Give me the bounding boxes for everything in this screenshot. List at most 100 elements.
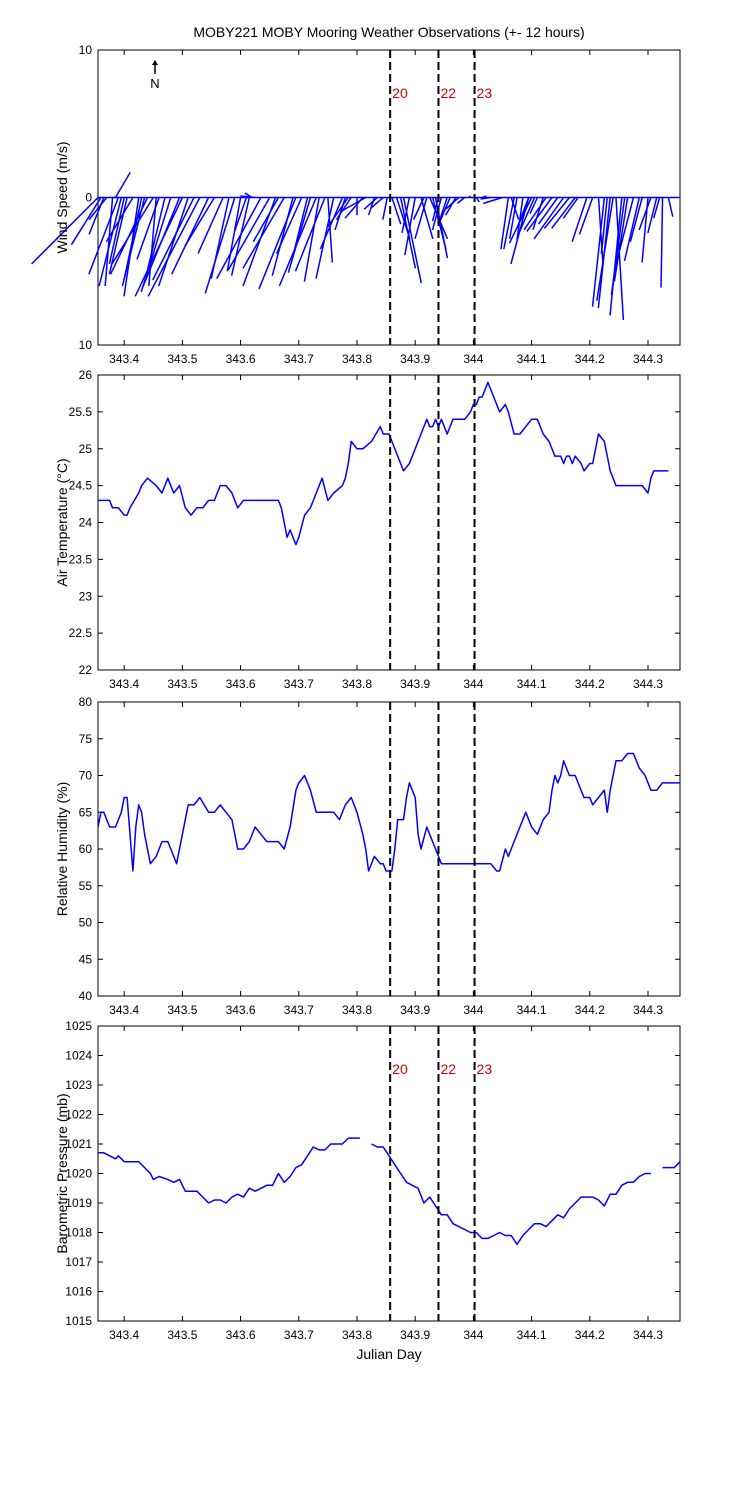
x-tick-label: 343.7: [284, 352, 314, 366]
wind-vector: [370, 196, 384, 209]
wind-vector: [391, 197, 402, 225]
y-tick-label: 55: [79, 879, 93, 893]
wind-vector: [613, 197, 629, 282]
wind-vector: [226, 197, 242, 272]
figure-title: MOBY221 MOBY Mooring Weather Observation…: [193, 24, 585, 40]
x-tick-label: 343.8: [342, 1328, 372, 1342]
wind-vector: [31, 196, 99, 265]
wind-vector: [111, 197, 154, 265]
wind-vector: [287, 197, 312, 273]
wind-vector: [319, 197, 344, 250]
wind-vector: [412, 197, 425, 220]
wind-vector: [382, 197, 388, 220]
wind-vector: [363, 196, 378, 210]
wind-vector: [258, 197, 297, 290]
x-tick-label: 343.6: [226, 352, 256, 366]
x-tick-label: 344.1: [517, 352, 547, 366]
x-tick-label: 344: [463, 352, 483, 366]
y-tick-label: 1020: [65, 1167, 92, 1181]
panel-3: [97, 701, 681, 997]
wind-vector: [294, 197, 326, 272]
wind-vector: [108, 197, 125, 265]
x-tick-label: 343.5: [167, 1328, 197, 1342]
x-tick-label: 343.9: [400, 352, 430, 366]
wind-vector: [227, 197, 271, 271]
wind-vector: [271, 197, 294, 276]
y-tick-label: 70: [79, 769, 93, 783]
wind-vector: [197, 197, 224, 254]
wind-vector: [105, 197, 134, 243]
wind-vector: [335, 197, 352, 221]
wind-vector: [629, 197, 643, 242]
wind-vector: [184, 197, 216, 247]
wind-vector: [623, 197, 640, 262]
x-tick-label: 343.9: [400, 1328, 430, 1342]
wind-vector: [404, 197, 416, 256]
wind-vector: [508, 197, 518, 239]
y-tick-label: 65: [79, 805, 93, 819]
event-marker-label: 23: [477, 1061, 493, 1077]
wind-vector: [216, 197, 262, 279]
x-tick-label: 343.4: [109, 352, 139, 366]
wind-vector: [500, 197, 510, 250]
wind-vector: [88, 197, 120, 275]
x-tick-label: 343.9: [400, 677, 430, 691]
event-marker-label: 22: [440, 1061, 456, 1077]
y-tick-label: 1023: [65, 1078, 92, 1092]
x-tick-label: 343.6: [226, 1003, 256, 1017]
wind-vector: [647, 197, 658, 234]
wind-vector: [399, 197, 417, 269]
wind-vector: [532, 197, 544, 231]
wind-vector: [523, 197, 547, 231]
wind-vector: [278, 197, 317, 287]
wind-vector: [140, 197, 172, 293]
x-tick-label: 343.6: [226, 677, 256, 691]
wind-vector: [152, 197, 195, 281]
y-tick-label: 50: [79, 916, 93, 930]
y-tick-label: 1015: [65, 1314, 92, 1328]
plot-frame: [97, 701, 681, 997]
wind-vector: [529, 197, 539, 215]
x-tick-label: 344.2: [575, 1328, 605, 1342]
x-tick-label: 344.3: [633, 352, 663, 366]
event-marker-label: 23: [477, 85, 493, 101]
x-tick-label: 343.5: [167, 352, 197, 366]
x-tick-label: 343.4: [109, 1003, 139, 1017]
y-tick-label: 22: [79, 663, 93, 677]
y-tick-label: 1021: [65, 1137, 92, 1151]
wind-vector: [437, 197, 451, 226]
wind-vector: [519, 197, 536, 232]
wind-vector: [242, 197, 285, 269]
wind-vector: [70, 197, 102, 246]
wind-vector: [475, 197, 480, 203]
wind-vector: [439, 197, 448, 220]
wind-vector: [147, 197, 201, 297]
wind-vector: [508, 197, 533, 244]
y-tick-label: 10: [79, 43, 93, 57]
wind-vector: [537, 197, 559, 225]
wind-vector: [551, 197, 576, 229]
event-marker-label: 22: [440, 85, 456, 101]
y-tick-label: 1016: [65, 1285, 92, 1299]
x-tick-label: 344.3: [633, 1003, 663, 1017]
x-tick-label: 343.5: [167, 1003, 197, 1017]
y-tick-label: 23: [79, 589, 93, 603]
panel-2: [97, 374, 681, 671]
y-tick-label: 45: [79, 952, 93, 966]
wind-vector: [157, 197, 189, 287]
x-tick-label: 343.5: [167, 677, 197, 691]
series-line: [371, 1143, 651, 1246]
x-tick-label: 344.1: [517, 1003, 547, 1017]
wind-vector: [615, 197, 625, 320]
x-tick-label: 344.1: [517, 1328, 547, 1342]
panel-1: [31, 49, 681, 346]
wind-vector: [526, 197, 553, 232]
x-tick-label: 343.4: [109, 677, 139, 691]
wind-vector: [252, 197, 280, 243]
y-axis-label: Air Temperature (°C): [54, 458, 70, 586]
wind-vector: [275, 197, 303, 254]
y-tick-label: 60: [79, 842, 93, 856]
wind-vector: [114, 172, 131, 198]
series-line: [98, 1137, 360, 1204]
wind-vector: [468, 195, 472, 199]
